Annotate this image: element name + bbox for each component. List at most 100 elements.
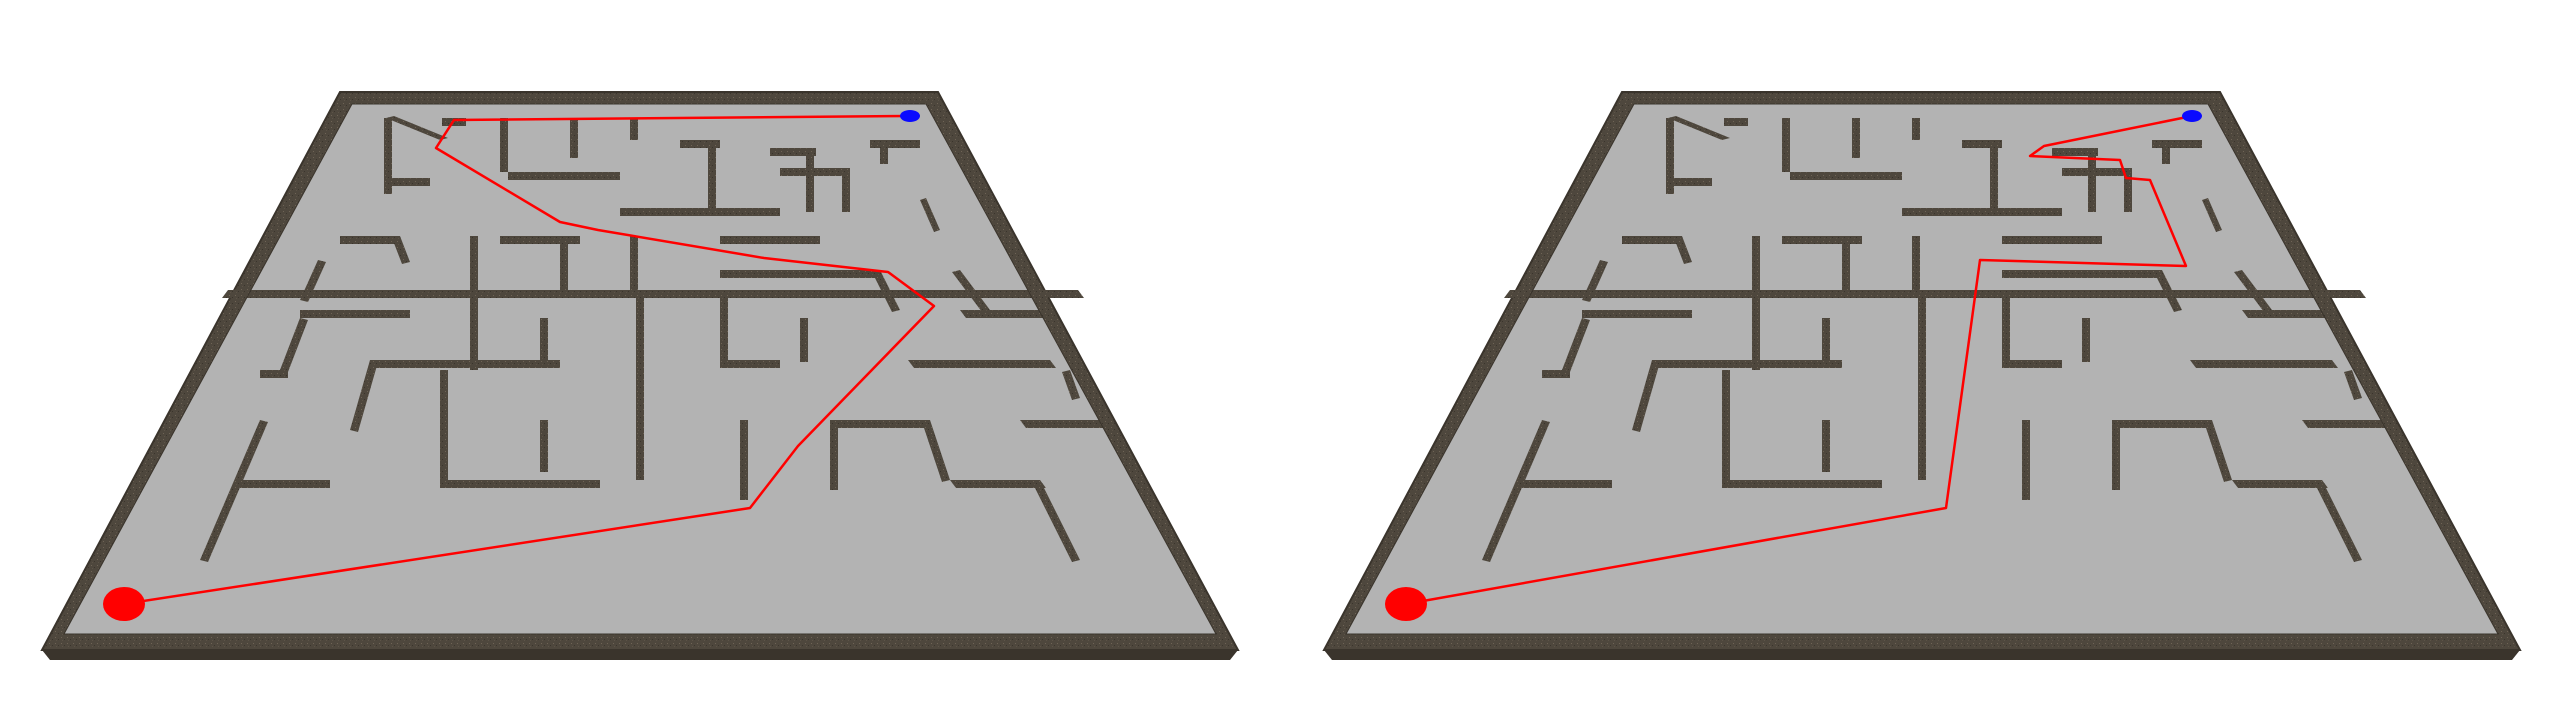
maze-wall: [2022, 420, 2030, 500]
maze-wall: [1652, 360, 1842, 368]
maze-wall: [1632, 360, 1660, 432]
maze-wall: [1782, 118, 1790, 172]
solution-path-line: [123, 114, 936, 606]
maze-wall: [470, 236, 478, 290]
goal-blue-dot: [2182, 110, 2202, 122]
maze-wall: [2112, 420, 2120, 490]
maze-wall: [570, 118, 578, 158]
maze-wall: [800, 318, 808, 362]
maze-wall: [1902, 208, 2062, 216]
maze-wall: [2052, 148, 2098, 156]
maze-wall: [1722, 370, 1730, 480]
maze-wall: [908, 360, 1056, 368]
maze-wall: [470, 298, 478, 370]
maze-wall: [500, 118, 508, 172]
maze-board-frame-front: [1324, 650, 2520, 660]
maze-wall: [2234, 270, 2272, 312]
maze-wall: [1582, 310, 1692, 318]
maze-wall: [1666, 118, 1674, 194]
maze-wall: [540, 318, 548, 362]
maze-wall: [2232, 480, 2328, 488]
maze-wall: [2204, 420, 2232, 482]
maze-wall: [2154, 270, 2182, 312]
maze-wall: [630, 236, 638, 290]
maze-walls: [1482, 116, 2398, 562]
maze-wall: [508, 172, 620, 180]
maze-wall: [2112, 420, 2212, 428]
maze-wall: [1674, 236, 1692, 264]
maze-wall: [1522, 480, 1612, 488]
maze-wall: [806, 156, 814, 212]
maze-wall: [2202, 198, 2222, 232]
maze-wall: [1918, 298, 1926, 480]
maze-wall: [830, 420, 930, 428]
maze-wall: [1668, 116, 1730, 140]
maze-wall: [2002, 270, 2162, 278]
maze-wall: [630, 118, 638, 140]
maze-wall: [1822, 420, 1830, 472]
maze-wall: [1790, 172, 1902, 180]
maze-walls: [200, 116, 1116, 562]
maze-wall: [540, 420, 548, 472]
maze-wall: [1562, 318, 1590, 372]
maze-wall: [392, 236, 410, 264]
maze-wall: [280, 318, 308, 372]
maze-wall: [386, 116, 448, 140]
maze-wall: [1062, 370, 1080, 400]
maze-wall: [1722, 480, 1882, 488]
maze-wall: [370, 360, 560, 368]
maze-wall: [1752, 236, 1760, 290]
maze-wall: [636, 298, 644, 480]
maze-wall: [1020, 420, 1116, 428]
maze-wall: [872, 270, 900, 312]
maze-wall: [740, 420, 748, 500]
maze-wall: [1912, 236, 1920, 290]
maze-wall: [1666, 178, 1712, 186]
maze-wall: [922, 420, 950, 482]
maze-wall: [2152, 140, 2202, 148]
maze-panel-right: [1322, 91, 2522, 660]
maze-wall: [2344, 370, 2362, 400]
maze-wall: [952, 270, 990, 312]
maze-wall: [384, 178, 430, 186]
maze-wall: [1962, 140, 2002, 148]
maze-wall: [2002, 298, 2010, 368]
maze-wall: [1542, 370, 1570, 378]
maze-wall: [300, 260, 326, 302]
maze-wall: [1852, 118, 1860, 158]
maze-board-frame-front: [42, 650, 1238, 660]
maze-wall: [1752, 298, 1760, 370]
maze-wall: [1582, 260, 1608, 302]
maze-wall: [1842, 244, 1850, 290]
maze-wall: [1482, 420, 1550, 562]
goal-blue-dot: [900, 110, 920, 122]
maze-wall: [950, 480, 1046, 488]
maze-wall: [222, 290, 1084, 298]
maze-wall: [708, 148, 716, 208]
maze-wall: [2088, 156, 2096, 212]
maze-wall: [440, 480, 600, 488]
maze-wall: [870, 140, 920, 148]
maze-wall: [340, 236, 400, 244]
maze-wall: [1622, 236, 1682, 244]
maze-walls-outline: [63, 103, 1217, 635]
maze-wall: [1032, 480, 1080, 562]
maze-wall: [200, 420, 268, 562]
maze-wall: [1504, 290, 2366, 298]
maze-wall: [720, 360, 780, 368]
maze-wall: [680, 140, 720, 148]
maze-wall: [720, 270, 880, 278]
maze-wall: [300, 310, 410, 318]
maze-wall: [2302, 420, 2398, 428]
maze-wall: [2190, 360, 2338, 368]
maze-wall: [2162, 148, 2170, 164]
maze-wall: [2314, 480, 2362, 562]
maze-wall: [2082, 318, 2090, 362]
maze-wall: [2242, 310, 2338, 318]
maze-wall: [720, 236, 820, 244]
maze-wall: [1724, 118, 1748, 126]
maze-wall: [880, 148, 888, 164]
maze-wall: [2062, 168, 2124, 176]
solution-path-line: [1405, 114, 2193, 606]
